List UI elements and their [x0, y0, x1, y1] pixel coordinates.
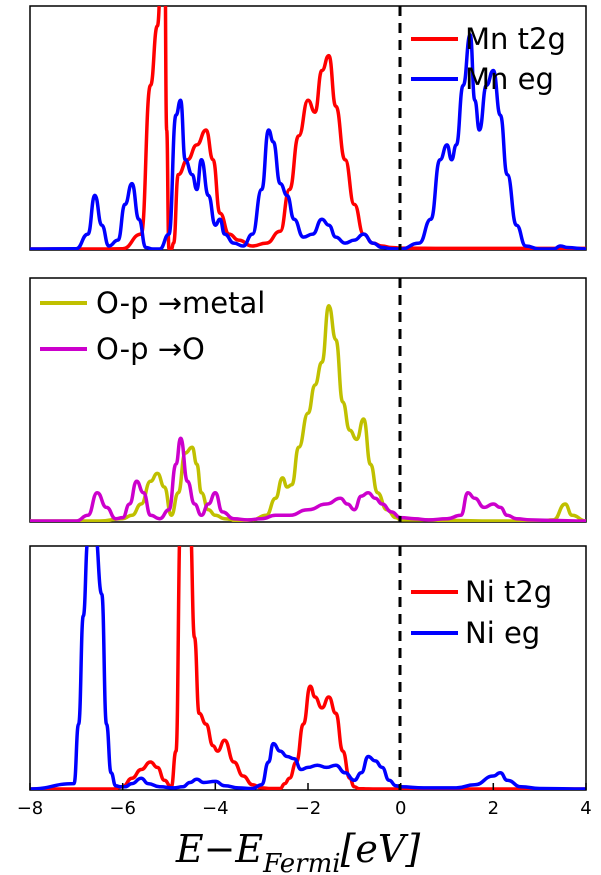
legend-label-ni-eg: Ni eg [465, 616, 540, 650]
legend-o-metal-arrow: → [158, 286, 182, 320]
x-tick-label: 2 [488, 798, 499, 819]
legend-label-mn-t2g: Mn t2g [465, 22, 566, 56]
x-axis-label: E−EFermi[eV] [175, 827, 420, 875]
x-tick: 0 [395, 783, 406, 819]
x-axis: −8 −6 −4 −2 0 2 [17, 783, 592, 819]
legend-label-ni-t2g: Ni t2g [465, 575, 552, 609]
x-tick-label: −8 [17, 798, 44, 819]
panel-ni-frame [29, 545, 587, 791]
legend-ni: Ni t2g Ni eg [411, 575, 552, 650]
x-tick: −2 [295, 783, 322, 819]
legend-label-mn-eg: Mn eg [465, 62, 554, 96]
panel-mn-series [30, 6, 586, 250]
series-line-o-p-o [30, 436, 586, 522]
panel-o-frame [29, 277, 587, 523]
legend-o-o-suffix: O [182, 332, 205, 366]
panel-o: O-p →metal O-p →O [29, 277, 587, 523]
x-tick-label: −2 [295, 798, 322, 819]
legend-label-o-o: O-p →O [96, 332, 205, 366]
x-tick: −8 [17, 783, 44, 819]
x-axis-label-unit: [eV] [341, 827, 421, 871]
series-line-mn-eg [30, 33, 586, 250]
panel-mn: Mn t2g Mn eg [29, 5, 587, 251]
x-tick-label: −4 [202, 798, 229, 819]
x-tick-label: 4 [580, 798, 591, 819]
x-tick: 2 [488, 783, 499, 819]
legend-o-metal-prefix: O-p [96, 286, 158, 320]
x-tick-label: 0 [395, 798, 406, 819]
series-line-ni-t2g [30, 546, 586, 790]
x-axis-label-main: E−E [175, 827, 264, 871]
x-tick-label: −6 [109, 798, 136, 819]
x-tick: −4 [202, 783, 229, 819]
x-tick: −6 [109, 783, 136, 819]
x-tick: 4 [580, 783, 592, 819]
panel-o-series [30, 303, 586, 522]
legend-o-o-prefix: O-p [96, 332, 158, 366]
x-axis-label-subscript: Fermi [262, 849, 340, 875]
legend-o-metal-suffix: metal [182, 286, 265, 320]
legend-label-o-metal: O-p →metal [96, 286, 265, 320]
legend-o-o-arrow: → [158, 332, 182, 366]
legend-mn: Mn t2g Mn eg [411, 22, 566, 96]
panel-ni: Ni t2g Ni eg −8 −6 −4 −2 [17, 545, 592, 819]
legend-o: O-p →metal O-p →O [40, 286, 265, 366]
